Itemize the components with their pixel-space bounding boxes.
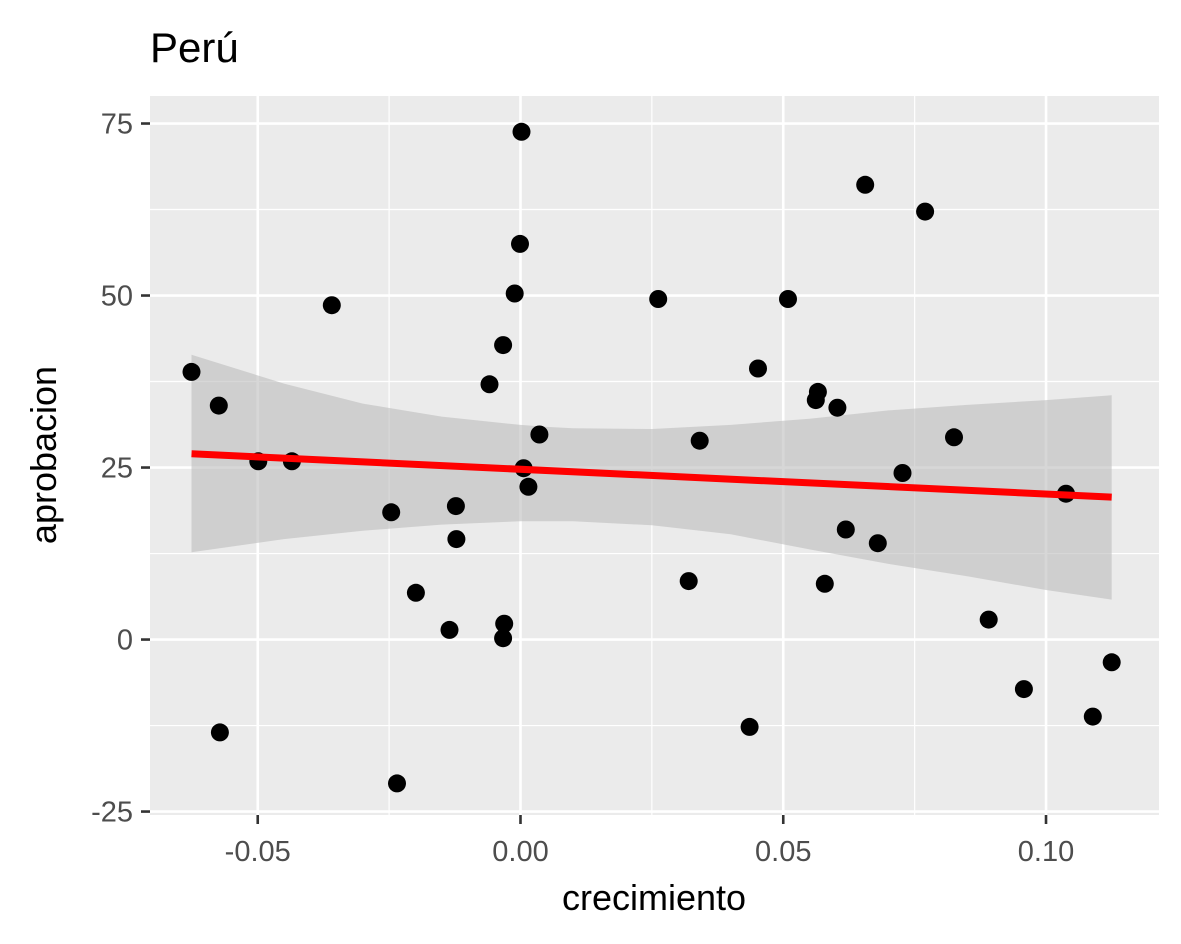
data-point — [447, 530, 466, 549]
data-point — [916, 202, 935, 221]
data-point — [815, 574, 834, 593]
data-point — [1083, 707, 1102, 726]
data-point — [511, 234, 529, 253]
data-point — [690, 431, 709, 450]
data-point — [893, 464, 912, 482]
y-axis-title: aprobacion — [23, 366, 64, 544]
x-tick-label: 0.00 — [492, 836, 548, 868]
data-point — [495, 614, 514, 633]
y-tick-label: 50 — [101, 281, 133, 313]
data-point — [779, 290, 797, 308]
data-point — [828, 398, 847, 417]
data-point — [740, 717, 759, 736]
data-point — [868, 534, 887, 553]
y-tick-label: 25 — [101, 453, 133, 485]
data-point — [446, 497, 465, 516]
data-point — [836, 520, 855, 539]
regression-line — [191, 450, 1112, 501]
x-tick-label: -0.05 — [225, 836, 291, 868]
data-point — [388, 774, 406, 793]
data-point — [856, 175, 875, 194]
data-point — [480, 375, 499, 394]
data-point — [749, 359, 767, 378]
data-point — [440, 620, 459, 639]
y-tick-label: 0 — [117, 625, 133, 657]
x-axis: -0.05 0.00 0.05 0.10 — [225, 815, 1074, 868]
x-tick-label: 0.10 — [1018, 836, 1074, 868]
data-point — [382, 503, 401, 522]
data-point — [494, 336, 513, 355]
y-tick-label: -25 — [91, 797, 133, 829]
data-point — [1014, 680, 1033, 699]
data-point — [322, 296, 341, 315]
y-tick-label: 75 — [101, 109, 133, 141]
data-point — [494, 629, 513, 648]
chart-title: Perú — [150, 24, 239, 71]
data-point — [649, 290, 668, 308]
data-point — [182, 362, 201, 381]
data-point — [808, 382, 827, 401]
y-axis: -25 0 25 50 75 — [91, 109, 150, 829]
data-point — [519, 477, 538, 496]
data-points — [182, 122, 1121, 793]
data-point — [209, 396, 228, 415]
data-point — [406, 583, 425, 602]
data-point — [979, 610, 998, 629]
data-point — [1102, 653, 1121, 672]
data-point — [530, 425, 549, 444]
data-point — [210, 723, 229, 742]
data-point — [512, 122, 531, 141]
data-point — [679, 572, 698, 591]
data-point — [945, 428, 963, 447]
data-point — [505, 284, 524, 303]
x-axis-title: crecimiento — [562, 877, 746, 918]
x-tick-label: 0.05 — [755, 836, 811, 868]
